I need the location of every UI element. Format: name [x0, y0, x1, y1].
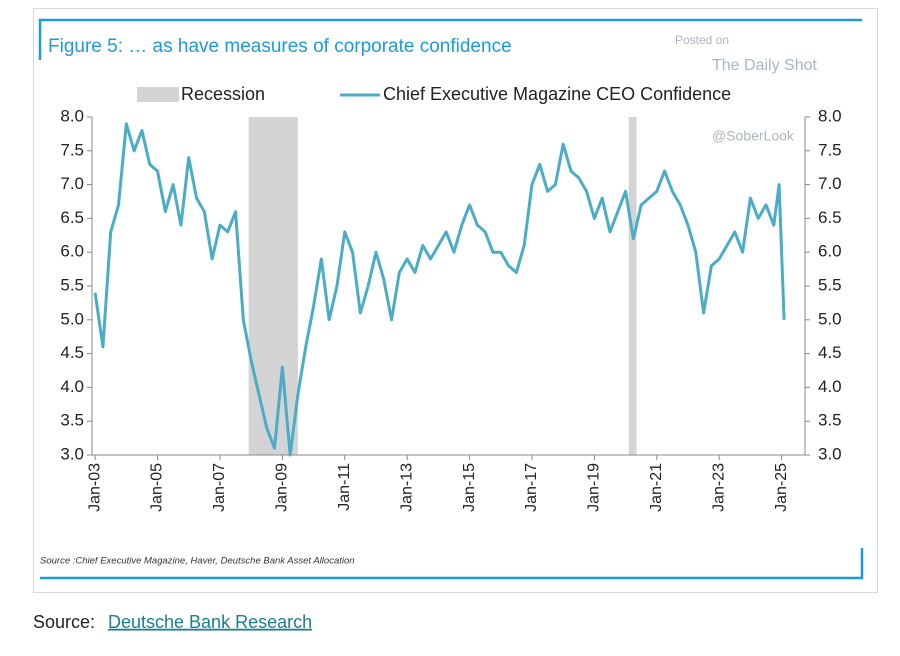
y-tick-label: 4.0 — [60, 377, 84, 396]
x-tick-label: Jan-03 — [86, 463, 103, 512]
y-tick-label: 6.5 — [60, 208, 84, 227]
y-tick-label: 6.0 — [60, 242, 84, 261]
x-tick-label: Jan-23 — [710, 463, 727, 512]
watermark: @SoberLook — [712, 128, 795, 144]
frame — [33, 8, 878, 593]
bracket-bottom — [40, 548, 864, 580]
y-tick-label-right: 4.5 — [818, 343, 842, 362]
x-tick-label: Jan-19 — [586, 463, 603, 512]
recession-band — [248, 117, 298, 455]
y-tick-label-right: 8.0 — [818, 106, 842, 125]
legend-label: Chief Executive Magazine CEO Confidence — [383, 84, 731, 104]
x-tick-label: Jan-15 — [461, 463, 478, 512]
x-tick-label: Jan-09 — [274, 463, 291, 512]
y-tick-label: 7.0 — [60, 174, 84, 193]
x-tick-label: Jan-07 — [211, 463, 228, 512]
y-tick-label: 5.0 — [60, 309, 84, 328]
chart-title: Figure 5: … as have measures of corporat… — [48, 36, 512, 57]
recession-band — [628, 117, 637, 455]
source-note: Source :Chief Executive Magazine, Haver,… — [40, 556, 355, 567]
y-tick-label-right: 4.0 — [818, 377, 842, 396]
y-tick-label-right: 6.5 — [818, 208, 842, 227]
x-tick-label: Jan-13 — [398, 463, 415, 512]
x-tick-label: Jan-25 — [773, 463, 790, 512]
legend-label: Recession — [181, 84, 265, 104]
y-tick-label-right: 3.0 — [818, 444, 842, 463]
bracket-top — [38, 18, 862, 60]
y-tick-label: 4.5 — [60, 343, 84, 362]
y-tick-label-right: 3.5 — [818, 411, 842, 430]
footer-prefix: Source: — [33, 612, 95, 632]
y-tick-label-right: 7.5 — [818, 140, 842, 159]
watermark: Posted on — [675, 33, 729, 47]
series-line — [93, 122, 786, 457]
legend-swatch — [137, 87, 179, 102]
y-tick-label: 5.5 — [60, 275, 84, 294]
y-tick-label-right: 5.0 — [818, 309, 842, 328]
y-tick-label: 7.5 — [60, 140, 84, 159]
x-tick-label: Jan-05 — [149, 463, 166, 512]
x-tick-label: Jan-17 — [523, 463, 540, 512]
y-tick-label-right: 7.0 — [818, 174, 842, 193]
footer-link[interactable]: Deutsche Bank Research — [108, 612, 312, 632]
y-tick-label-right: 6.0 — [818, 242, 842, 261]
y-tick-label: 3.5 — [60, 411, 84, 430]
watermark: The Daily Shot — [712, 57, 817, 74]
y-tick-label: 3.0 — [60, 444, 84, 463]
x-tick-label: Jan-21 — [648, 463, 665, 512]
y-tick-label: 8.0 — [60, 106, 84, 125]
y-tick-label-right: 5.5 — [818, 275, 842, 294]
x-tick-label: Jan-11 — [336, 463, 353, 511]
